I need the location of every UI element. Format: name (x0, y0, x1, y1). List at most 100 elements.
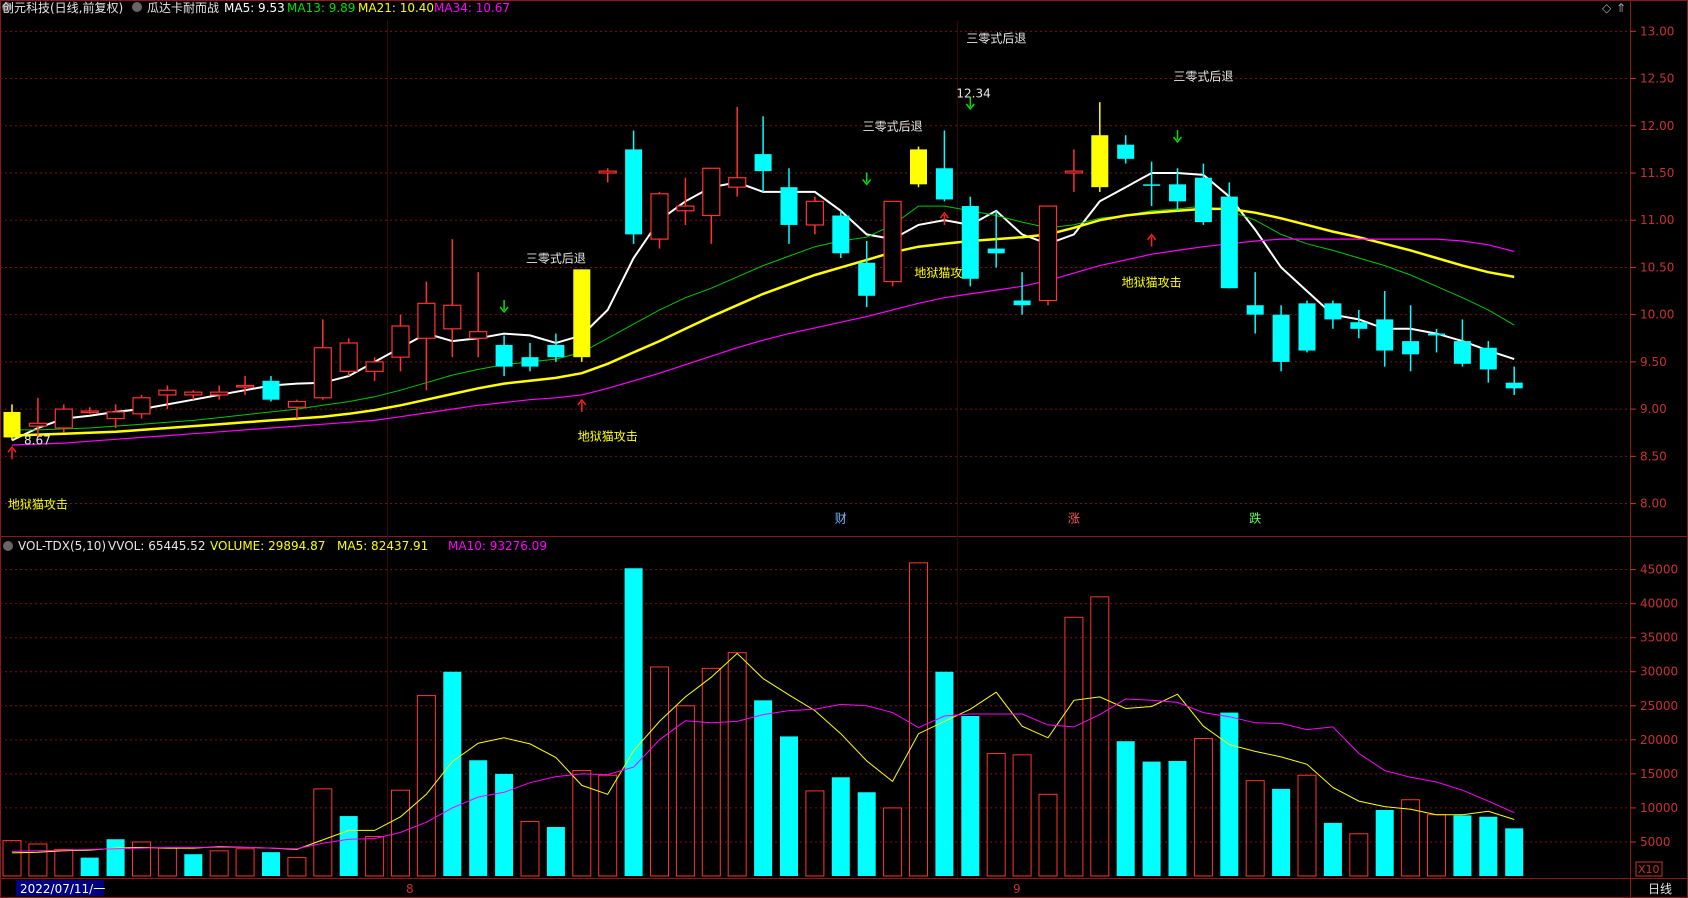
volume-axis-ticks: 5000 10000 15000 20000 25000 30000 35000 40000 4… (1630, 563, 1678, 849)
scale-box[interactable] (1635, 861, 1663, 877)
candle-body (1220, 196, 1238, 289)
candle (236, 376, 255, 395)
volume-bar (262, 852, 280, 876)
indicator-name: 瓜达卡耐而战 (147, 1, 219, 15)
candle (1143, 161, 1161, 207)
volume-bar (520, 821, 540, 877)
arrow-head (939, 211, 949, 219)
candle-body (1143, 184, 1161, 186)
volume-value: VOLUME: 29894.87 (210, 539, 325, 553)
volume-tick-label: 25000 (1640, 699, 1678, 713)
annotation-label: 三零式后退 (1173, 69, 1233, 83)
volume-bar (1427, 814, 1446, 877)
candle (1402, 305, 1420, 372)
candle-body (573, 269, 591, 358)
arrow-head (965, 103, 975, 111)
volume-bar (339, 816, 358, 876)
price-collapse-icon[interactable] (2, 2, 12, 12)
buy-arrow (577, 398, 587, 412)
volume-tick-label: 35000 (1640, 631, 1678, 645)
date-cursor-label: 2022/07/11/一 (20, 882, 105, 896)
candle-body (80, 410, 99, 414)
candle-body (754, 154, 772, 172)
candle-body (262, 380, 280, 400)
indicator-collapse-icon[interactable] (132, 2, 142, 12)
candle (910, 146, 927, 188)
candle-body (106, 411, 125, 420)
candle (1246, 272, 1264, 334)
candle (676, 177, 695, 225)
volume-bar (2, 840, 22, 877)
volume-bar (184, 854, 203, 876)
candle (1428, 328, 1445, 353)
volume-bar (1220, 712, 1239, 876)
volume-bar (235, 848, 255, 877)
sell-arrow (862, 172, 872, 186)
volume-bar (1168, 760, 1187, 876)
candle (210, 385, 229, 400)
candle-body (132, 397, 151, 415)
period-label[interactable]: 日线 (1648, 882, 1672, 896)
month-label-8: 8 (406, 882, 414, 896)
annotation-label: 财 (835, 511, 847, 525)
volume-ma-line-ma10 (11, 698, 1515, 852)
candle (547, 333, 565, 362)
candle (1117, 135, 1135, 164)
volume-bar (546, 826, 565, 876)
candle-body (1479, 347, 1497, 370)
candle-body (1169, 184, 1186, 202)
volume-bar (1193, 737, 1213, 877)
candle-body (858, 262, 876, 296)
candle-body (1350, 322, 1368, 329)
candlestick-series (3, 102, 1523, 441)
scale-label[interactable]: X10 (1638, 863, 1660, 876)
volume-ma-lines (11, 652, 1515, 854)
diamond-icon[interactable]: ◇ (1602, 1, 1612, 15)
volume-bar (1272, 788, 1291, 876)
price-tick-label: 8.50 (1640, 449, 1667, 463)
volume-bar (1505, 828, 1524, 876)
candle-body (158, 389, 177, 396)
annotation-label: 地狱猫攻击 (578, 429, 638, 443)
volume-bar (1453, 815, 1472, 876)
candle (1169, 168, 1186, 211)
candle (987, 210, 1005, 268)
annotation-label: 三零式后退 (526, 252, 586, 266)
sell-arrow (965, 96, 975, 111)
volume-bars (2, 562, 1524, 877)
volume-tick-label: 5000 (1640, 835, 1671, 849)
candle-body (728, 177, 747, 188)
candle-body (1298, 303, 1316, 351)
candle (262, 376, 280, 402)
volume-bar (469, 760, 488, 876)
candle (1376, 291, 1394, 367)
candle-body (495, 344, 513, 367)
price-tick-label: 9.50 (1640, 355, 1667, 369)
candle (28, 397, 47, 438)
arrow-head (1172, 136, 1183, 144)
high-price-label: 12.34 (956, 87, 990, 101)
volume-bar (831, 777, 850, 876)
candle (935, 130, 953, 202)
candle (521, 343, 539, 372)
volume-bar (909, 562, 928, 877)
vol-indicator-name: VOL-TDX(5,10) (18, 539, 106, 553)
candle (1194, 163, 1212, 225)
volume-bar (54, 848, 74, 877)
low-price-label: 8.67 (24, 433, 51, 447)
volume-bar (650, 666, 669, 877)
candle-body (1117, 144, 1135, 159)
candle-body (210, 391, 229, 396)
up-arrow-icon[interactable]: ⇑ (1616, 1, 1626, 15)
price-grid (0, 20, 1630, 878)
volume-collapse-icon[interactable] (3, 541, 13, 551)
candle (339, 338, 358, 377)
ma13-value: MA13: 9.89 (287, 1, 355, 15)
candle (1220, 182, 1238, 289)
volume-bar (624, 568, 643, 876)
candle-body (832, 215, 850, 254)
candle-body (910, 149, 927, 185)
price-tick-label: 11.50 (1640, 166, 1674, 180)
